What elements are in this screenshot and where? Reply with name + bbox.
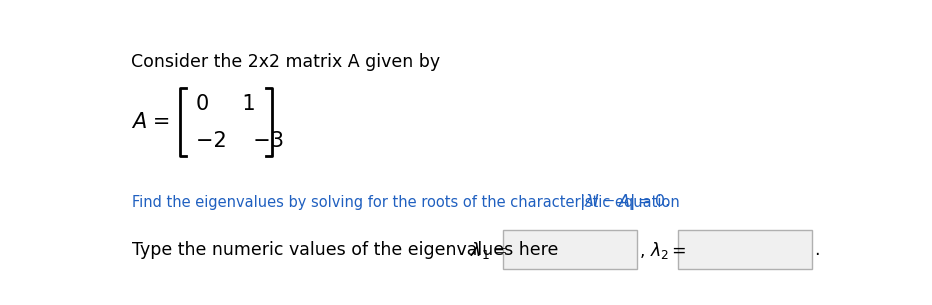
Text: Type the numeric values of the eigenvalues here: Type the numeric values of the eigenvalu… bbox=[132, 241, 564, 259]
Text: 0     1: 0 1 bbox=[196, 94, 255, 113]
Text: $|\lambda I - A| = 0.$: $|\lambda I - A| = 0.$ bbox=[579, 192, 669, 212]
Text: , $\lambda_2\,$=: , $\lambda_2\,$= bbox=[638, 240, 686, 261]
Text: Find the eigenvalues by solving for the roots of the characteristic equation: Find the eigenvalues by solving for the … bbox=[132, 195, 685, 210]
Text: A =: A = bbox=[132, 112, 171, 132]
Bar bbox=[503, 230, 637, 269]
Text: −2    −3: −2 −3 bbox=[196, 131, 284, 151]
Bar bbox=[678, 230, 812, 269]
Text: $\lambda_1\,$=: $\lambda_1\,$= bbox=[471, 240, 507, 261]
Text: .: . bbox=[815, 241, 820, 259]
Text: Consider the 2x2 matrix A given by: Consider the 2x2 matrix A given by bbox=[130, 53, 440, 71]
